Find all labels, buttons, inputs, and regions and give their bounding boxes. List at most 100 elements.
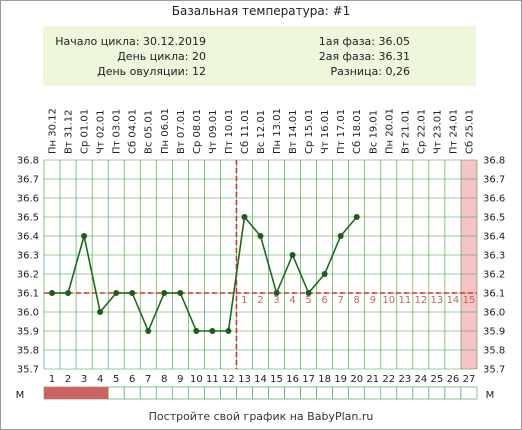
temperature-point (241, 214, 248, 220)
period-cell (460, 386, 478, 400)
temperature-point (177, 290, 184, 296)
temperature-point (225, 328, 232, 334)
period-cell (444, 386, 462, 400)
day-number: 13 (238, 374, 251, 385)
period-cell (171, 386, 189, 400)
period-cell (107, 386, 125, 400)
phase1-value: 36.05 (378, 35, 411, 48)
phase2-day-number: 4 (289, 295, 295, 306)
y-tick-label-left: 36.6 (17, 194, 39, 205)
temperature-point (321, 271, 328, 277)
temperature-point (81, 233, 88, 239)
phase2-day-number: 7 (337, 295, 343, 306)
day-number: 6 (129, 374, 135, 385)
phase2-day-number: 9 (370, 295, 376, 306)
period-cell (284, 386, 301, 400)
temperature-point (129, 290, 136, 296)
day-number: 26 (447, 374, 460, 385)
phase2-day-number: 14 (447, 295, 460, 306)
y-tick-label-left: 35.9 (17, 327, 39, 338)
ovulation-day-label: День овуляции: 12 (97, 65, 206, 78)
temperature-point (161, 290, 168, 296)
day-number: 8 (161, 374, 167, 385)
date-label: Пт 24.01 (448, 109, 459, 154)
temperature-point (193, 328, 200, 334)
date-label: Вс 12.01 (256, 110, 267, 154)
temperature-point (305, 290, 312, 296)
phase2-day-number: 2 (257, 295, 263, 306)
date-label: Ср 22.01 (416, 109, 427, 154)
y-tick-label-right: 35.8 (483, 346, 505, 357)
y-tick-label-right: 35.9 (483, 327, 505, 338)
period-cell (348, 386, 366, 400)
phase2-label: 2ая фаза: 36.31 (318, 50, 410, 63)
temperature-point (49, 290, 56, 296)
y-tick-label-left: 36.8 (17, 156, 39, 167)
day-number: 12 (222, 374, 235, 385)
temperature-point (97, 309, 104, 315)
date-label: Чт 16.01 (320, 110, 331, 155)
day-number: 4 (97, 374, 103, 385)
period-cell-marked (59, 386, 77, 400)
date-label: Пт 17.01 (336, 109, 347, 154)
footer-link[interactable]: Постройте свой график на BabyPlan.ru (148, 410, 374, 423)
temperature-point (337, 233, 344, 239)
cycle-day-label: День цикла: 20 (117, 50, 206, 63)
date-label: Вс 19.01 (368, 110, 379, 154)
day-number: 20 (350, 374, 363, 385)
period-cell (123, 386, 141, 400)
day-number: 3 (81, 374, 87, 385)
difference-label: Разница: 0,26 (330, 65, 411, 78)
temperature-point (145, 328, 152, 334)
day-number: 24 (415, 374, 428, 385)
period-cell (188, 386, 205, 400)
cycle-day-value: 20 (192, 50, 206, 63)
date-label: Вт 21.01 (400, 110, 411, 155)
phase2-day-number: 13 (431, 295, 444, 306)
day-number: 9 (177, 374, 183, 385)
date-label: Ср 15.01 (304, 109, 315, 154)
date-label: Ср 08.01 (192, 109, 203, 154)
cycle-start-label: Начало цикла: 30.12.2019 (55, 35, 206, 48)
period-cell (332, 386, 350, 400)
date-label: Пт 03.01 (112, 109, 123, 154)
phase2-day-number: 15 (463, 295, 476, 306)
period-label-left: М (16, 390, 25, 401)
y-tick-label-right: 36.6 (483, 194, 505, 205)
cycle-start-value: 30.12.2019 (143, 35, 206, 48)
day-number: 19 (334, 374, 347, 385)
y-tick-label-left: 36.2 (17, 270, 39, 281)
period-cell (268, 386, 285, 400)
y-tick-label-left: 36.0 (17, 308, 39, 319)
y-tick-label-left: 35.8 (17, 346, 39, 357)
date-label: Сб 25.01 (464, 109, 475, 154)
y-tick-label-left: 36.5 (17, 213, 39, 224)
temperature-point (273, 290, 280, 296)
chart-title: Базальная температура: #1 (171, 4, 351, 18)
date-label: Вс 05.01 (144, 110, 155, 154)
date-label: Пн 13.01 (272, 108, 283, 154)
period-cell (364, 386, 382, 400)
date-label: Сб 04.01 (128, 109, 139, 154)
date-label: Чт 02.01 (96, 109, 107, 154)
date-label: Сб 18.01 (352, 109, 363, 154)
day-number: 16 (286, 374, 299, 385)
day-number: 23 (398, 374, 411, 385)
period-cell (380, 386, 398, 400)
date-label: Ср 01.01 (80, 109, 91, 154)
phase2-day-number: 12 (415, 295, 428, 306)
date-label: Пн 06.01 (160, 108, 171, 154)
date-label: Сб 11.01 (240, 109, 251, 154)
y-tick-label-left: 36.7 (17, 175, 39, 186)
y-tick-label-right: 36.1 (483, 289, 505, 300)
day-number: 18 (318, 374, 331, 385)
y-tick-label-left: 35.7 (17, 365, 39, 376)
period-cell (155, 386, 173, 400)
day-number: 11 (206, 374, 219, 385)
date-label: Вт 07.01 (176, 110, 187, 155)
period-cell (300, 386, 317, 400)
y-tick-label-left: 36.1 (17, 289, 39, 300)
bbt-chart: 36.8 36.8 36.7 36.7 36.6 36.6 36.5 36.5 36.4 36.4… (16, 108, 506, 401)
y-tick-label-right: 35.7 (483, 365, 505, 376)
y-tick-label-right: 36.0 (483, 308, 505, 319)
